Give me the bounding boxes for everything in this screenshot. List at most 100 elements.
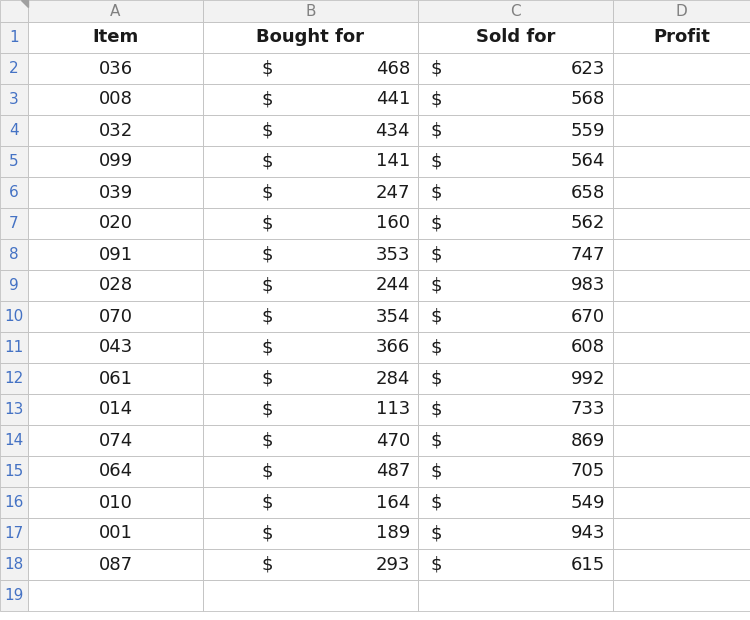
Bar [418, 270, 613, 301]
Bar [203, 0, 418, 22]
Bar [613, 208, 750, 239]
Text: 623: 623 [571, 60, 605, 78]
Text: Bought for: Bought for [256, 29, 364, 46]
Bar [0, 208, 28, 239]
Bar [0, 115, 28, 146]
Bar [203, 22, 418, 53]
Bar [418, 146, 613, 177]
Bar [28, 208, 203, 239]
Text: 747: 747 [571, 246, 605, 264]
Text: 074: 074 [98, 432, 133, 450]
Bar [0, 332, 28, 363]
Bar [418, 580, 613, 611]
Bar [203, 270, 418, 301]
Text: 943: 943 [571, 525, 605, 542]
Bar [203, 208, 418, 239]
Text: 247: 247 [376, 184, 410, 202]
Text: 2: 2 [9, 61, 19, 76]
Text: 087: 087 [98, 556, 133, 574]
Bar [418, 487, 613, 518]
Text: 091: 091 [98, 246, 133, 264]
Text: 284: 284 [376, 370, 410, 388]
Bar [28, 53, 203, 84]
Text: 441: 441 [376, 91, 410, 108]
Text: 189: 189 [376, 525, 410, 542]
Text: 032: 032 [98, 122, 133, 140]
Bar [418, 518, 613, 549]
Bar [0, 425, 28, 456]
Bar [0, 239, 28, 270]
Text: $: $ [430, 246, 442, 264]
Text: 705: 705 [571, 463, 605, 480]
Text: 010: 010 [98, 494, 133, 512]
Text: A: A [110, 4, 121, 19]
Text: 366: 366 [376, 339, 410, 356]
Text: $: $ [430, 432, 442, 450]
Text: $: $ [262, 370, 273, 388]
Bar [203, 487, 418, 518]
Bar [203, 363, 418, 394]
Text: $: $ [262, 122, 273, 140]
Bar [203, 301, 418, 332]
Bar [418, 301, 613, 332]
Text: 658: 658 [571, 184, 605, 202]
Text: 036: 036 [98, 60, 133, 78]
Bar [613, 115, 750, 146]
Text: 733: 733 [571, 401, 605, 419]
Text: 19: 19 [4, 588, 24, 603]
Bar [28, 239, 203, 270]
Bar [0, 580, 28, 611]
Text: 17: 17 [4, 526, 24, 541]
Bar [613, 301, 750, 332]
Text: 12: 12 [4, 371, 24, 386]
Bar [28, 115, 203, 146]
Text: 564: 564 [571, 153, 605, 171]
Text: 039: 039 [98, 184, 133, 202]
Text: 164: 164 [376, 494, 410, 512]
Bar [203, 177, 418, 208]
Text: 6: 6 [9, 185, 19, 200]
Text: C: C [510, 4, 520, 19]
Text: $: $ [262, 184, 273, 202]
Text: 13: 13 [4, 402, 24, 417]
Text: 869: 869 [571, 432, 605, 450]
Text: $: $ [430, 370, 442, 388]
Text: $: $ [430, 556, 442, 574]
Text: 434: 434 [376, 122, 410, 140]
Bar [28, 425, 203, 456]
Text: 470: 470 [376, 432, 410, 450]
Text: $: $ [430, 153, 442, 171]
Bar [613, 394, 750, 425]
Bar [418, 239, 613, 270]
Bar [28, 487, 203, 518]
Text: 549: 549 [571, 494, 605, 512]
Text: 293: 293 [376, 556, 410, 574]
Bar [203, 115, 418, 146]
Polygon shape [21, 0, 28, 7]
Text: $: $ [262, 463, 273, 480]
Bar [28, 146, 203, 177]
Bar [203, 456, 418, 487]
Text: 11: 11 [4, 340, 24, 355]
Bar [0, 22, 28, 53]
Text: 562: 562 [571, 215, 605, 232]
Text: B: B [305, 4, 316, 19]
Bar [203, 580, 418, 611]
Text: $: $ [262, 215, 273, 232]
Text: 559: 559 [571, 122, 605, 140]
Bar [613, 0, 750, 22]
Text: 14: 14 [4, 433, 24, 448]
Bar [0, 549, 28, 580]
Bar [418, 53, 613, 84]
Text: $: $ [262, 339, 273, 356]
Text: 10: 10 [4, 309, 24, 324]
Text: Profit: Profit [653, 29, 710, 46]
Bar [0, 0, 28, 22]
Text: 5: 5 [9, 154, 19, 169]
Bar [28, 22, 203, 53]
Text: $: $ [430, 277, 442, 294]
Bar [28, 0, 203, 22]
Text: $: $ [430, 339, 442, 356]
Text: 9: 9 [9, 278, 19, 293]
Text: $: $ [262, 525, 273, 542]
